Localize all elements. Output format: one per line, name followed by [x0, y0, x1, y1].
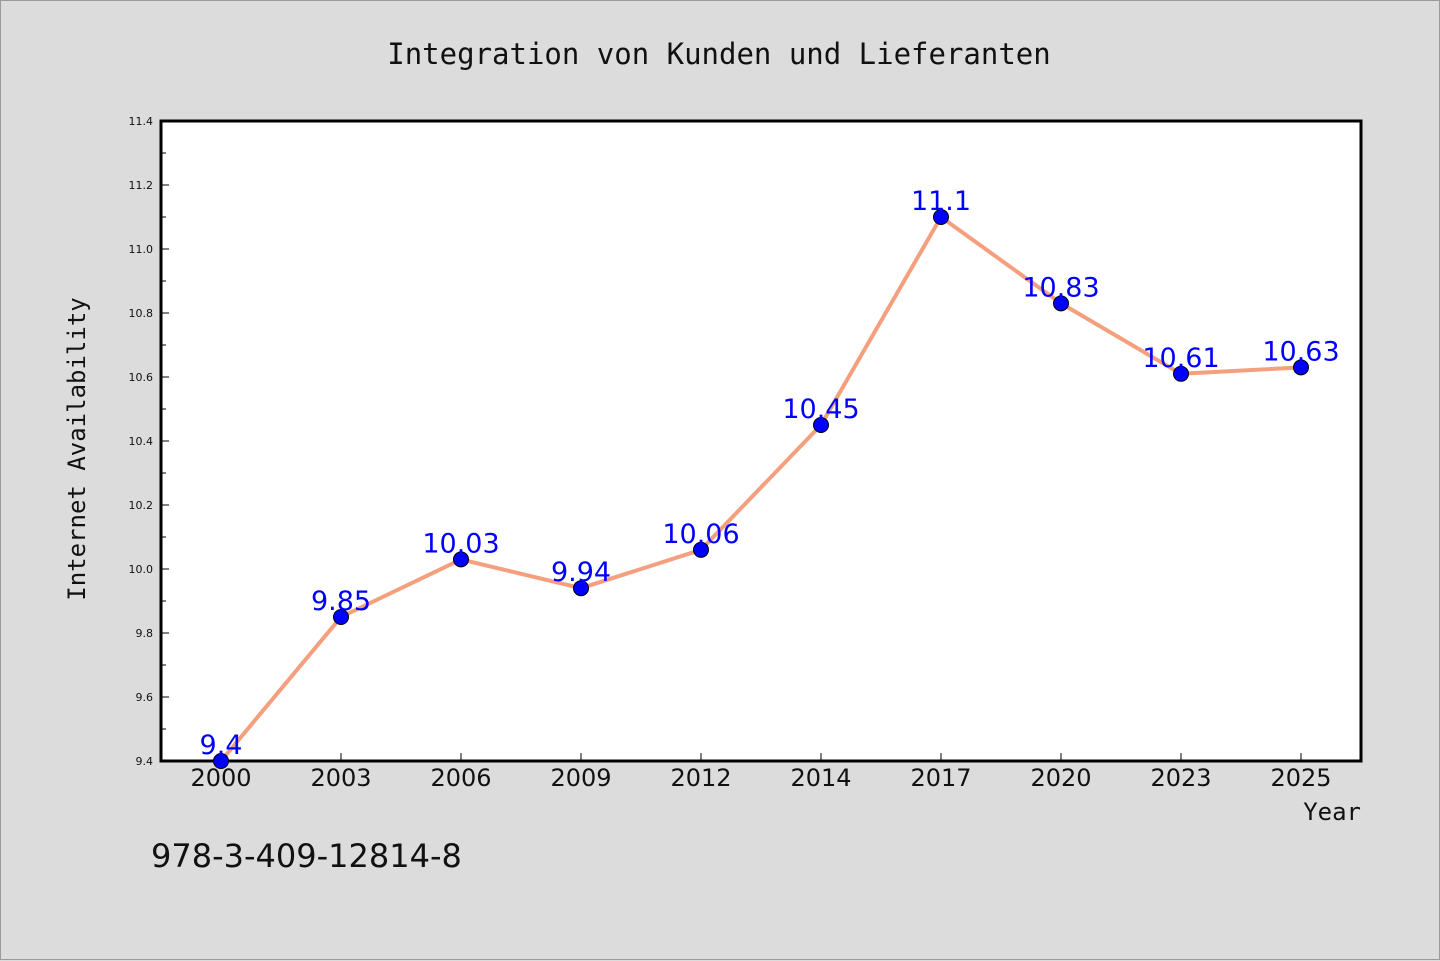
- data-label: 10.61: [1142, 343, 1219, 374]
- x-tick-label: 2003: [310, 764, 371, 792]
- x-tick-label: 2025: [1270, 764, 1331, 792]
- data-label: 9.4: [200, 730, 243, 761]
- series-line: [219, 215, 1303, 763]
- y-tick-label: 10.0: [129, 563, 154, 576]
- data-label: 9.85: [311, 586, 371, 617]
- y-tick-label: 10.4: [129, 435, 154, 448]
- data-point: [933, 209, 949, 225]
- x-tick-label: 2017: [910, 764, 971, 792]
- chart-title: Integration von Kunden und Lieferanten: [387, 37, 1050, 71]
- x-tick-label: 2023: [1150, 764, 1211, 792]
- x-tick-label: 2009: [550, 764, 611, 792]
- data-point: [813, 417, 829, 433]
- y-tick-label: 11.4: [129, 115, 154, 128]
- data-point: [573, 580, 589, 597]
- series-group: 9.4 9.85 10.03 9.94 10.06 10.45 11.1 10.83 10.61…: [200, 186, 1340, 769]
- y-tick-label: 10.8: [129, 307, 154, 320]
- data-point: [693, 541, 709, 558]
- data-label: 11.1: [911, 186, 971, 217]
- plot-area: [159, 119, 1363, 763]
- x-axis: 2000 2003 2006 2009 2012 2014 2017 2020 2023 2025: [190, 753, 1332, 792]
- data-label: 10.63: [1262, 336, 1339, 367]
- x-tick-label: 2012: [670, 764, 731, 792]
- data-point: [333, 609, 349, 625]
- x-axis-label: Year: [1303, 798, 1361, 826]
- y-tick-label: 9.8: [136, 627, 154, 640]
- data-label: 10.45: [782, 394, 859, 425]
- x-tick-label: 2020: [1030, 764, 1091, 792]
- data-point: [1173, 365, 1189, 382]
- y-axis-label: Internet Availability: [63, 297, 91, 600]
- data-label: 10.83: [1022, 272, 1099, 303]
- y-tick-label: 9.6: [136, 691, 154, 704]
- y-tick-label: 10.2: [129, 499, 154, 512]
- y-tick-label: 9.4: [136, 755, 154, 768]
- data-point: [213, 753, 229, 769]
- data-point: [453, 551, 469, 568]
- data-label: 9.94: [551, 557, 611, 588]
- y-tick-label: 10.6: [129, 371, 154, 384]
- x-tick-label: 2006: [430, 764, 491, 792]
- y-tick-label: 11.2: [129, 179, 154, 192]
- data-point: [1053, 295, 1069, 312]
- data-point: [1293, 359, 1309, 376]
- data-label: 10.03: [422, 528, 499, 559]
- y-axis: 9.4 9.6 9.8 10.0 10.2 10.4 10.6 10.8 11.0 11.2 11.…: [129, 115, 169, 768]
- x-tick-label: 2014: [790, 764, 851, 792]
- y-tick-label: 11.0: [129, 243, 154, 256]
- isbn-text: 978-3-409-12814-8: [151, 837, 462, 875]
- data-label: 10.06: [662, 519, 739, 550]
